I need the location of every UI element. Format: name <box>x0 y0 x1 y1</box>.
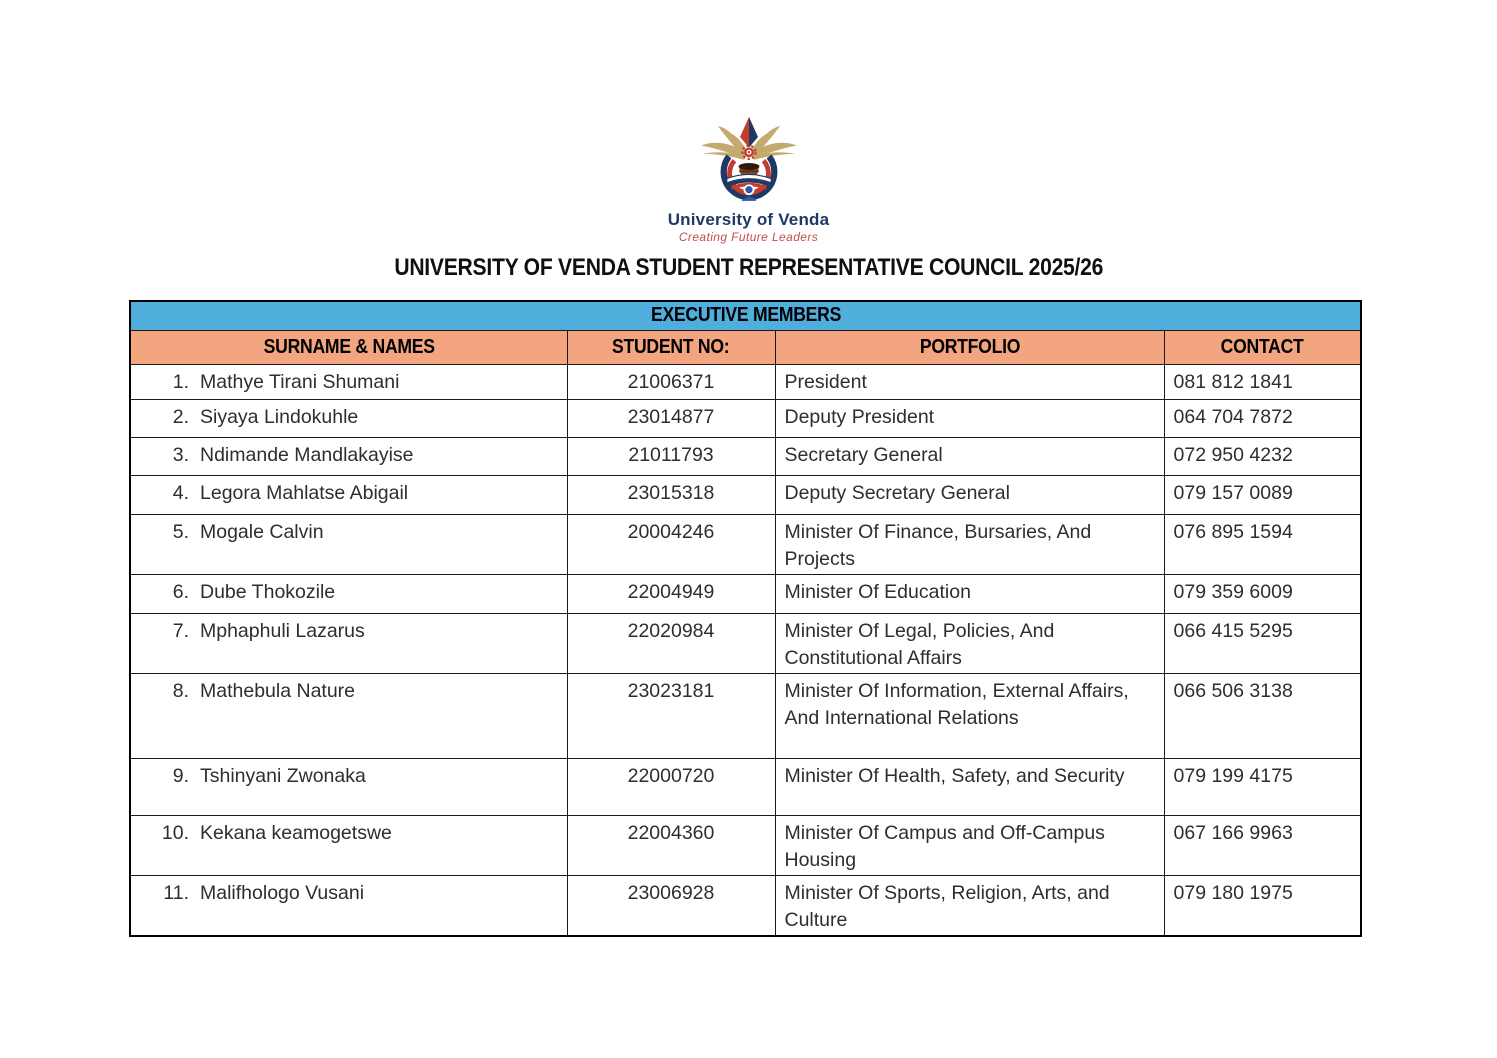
member-name: Dube Thokozile <box>200 580 336 603</box>
cell-contact: 064 704 7872 <box>1163 398 1362 438</box>
member-name: Mphaphuli Lazarus <box>200 619 365 642</box>
executive-members-table: EXECUTIVE MEMBERS SURNAME & NAMES STUDEN… <box>129 300 1363 937</box>
cell-surname-names: 8. Mathebula Nature <box>129 672 568 759</box>
row-number: 11. <box>163 881 189 904</box>
cell-contact: 079 199 4175 <box>1163 757 1362 816</box>
table-row: 11. Malifhologo Vusani 23006928 Minister Of… <box>129 874 1362 936</box>
table-body: 1. Mathye Tirani Shumani 21006371 President… <box>129 363 1362 936</box>
member-name: Ndimande Mandlakayise <box>200 443 414 466</box>
cell-contact: 072 950 4232 <box>1163 436 1362 476</box>
cell-contact: 067 166 9963 <box>1163 814 1362 876</box>
cell-portfolio: Minister Of Finance, Bursaries, And Proj… <box>774 513 1165 575</box>
row-number: 3. <box>172 443 189 466</box>
member-name: Siyaya Lindokuhle <box>200 405 359 428</box>
cell-portfolio: President <box>774 363 1165 400</box>
member-name: Legora Mahlatse Abigail <box>200 481 409 504</box>
table-section-header: EXECUTIVE MEMBERS <box>129 300 1362 331</box>
cell-surname-names: 3. Ndimande Mandlakayise <box>129 436 568 476</box>
col-header-contact: CONTACT <box>1163 329 1362 365</box>
cell-contact: 081 812 1841 <box>1163 363 1362 400</box>
cell-surname-names: 2. Siyaya Lindokuhle <box>129 398 568 438</box>
cell-portfolio: Deputy President <box>774 398 1165 438</box>
member-name: Mogale Calvin <box>200 520 324 543</box>
member-name: Mathye Tirani Shumani <box>200 370 400 393</box>
cell-portfolio: Minister Of Information, External Affair… <box>774 672 1165 759</box>
cell-student-no: 20004246 <box>566 513 776 575</box>
col-header-portfolio: PORTFOLIO <box>774 329 1165 365</box>
page-title: UNIVERSITY OF VENDA STUDENT REPRESENTATI… <box>0 254 1497 282</box>
cell-contact: 079 359 6009 <box>1163 573 1362 614</box>
section-header-row: EXECUTIVE MEMBERS <box>129 300 1362 331</box>
cell-surname-names: 9. Tshinyani Zwonaka <box>129 757 568 816</box>
logo-name: University of Venda <box>667 210 830 229</box>
table-row: 4. Legora Mahlatse Abigail 23015318 Deputy … <box>129 474 1362 515</box>
cell-student-no: 23006928 <box>566 874 776 936</box>
member-name: Malifhologo Vusani <box>200 881 365 904</box>
cell-surname-names: 10. Kekana keamogetswe <box>129 814 568 876</box>
row-number: 7. <box>172 619 189 642</box>
col-header-contact-text: CONTACT <box>1220 335 1304 358</box>
col-header-surname-names: SURNAME & NAMES <box>129 329 568 365</box>
cell-student-no: 23014877 <box>566 398 776 438</box>
cell-portfolio: Minister Of Health, Safety, and Security <box>774 757 1165 816</box>
cell-portfolio: Secretary General <box>774 436 1165 476</box>
table-row: 3. Ndimande Mandlakayise 21011793 Secretary… <box>129 436 1362 476</box>
table-row: 5. Mogale Calvin 20004246 Minister Of Finan… <box>129 513 1362 575</box>
cell-surname-names: 4. Legora Mahlatse Abigail <box>129 474 568 515</box>
col-header-student-no-text: STUDENT NO: <box>612 335 730 358</box>
column-header-row: SURNAME & NAMES STUDENT NO: PORTFOLIO CO… <box>129 329 1362 365</box>
cell-portfolio: Deputy Secretary General <box>774 474 1165 515</box>
cell-contact: 076 895 1594 <box>1163 513 1362 575</box>
cell-contact: 066 415 5295 <box>1163 612 1362 674</box>
row-number: 2. <box>172 405 189 428</box>
table-row: 1. Mathye Tirani Shumani 21006371 President… <box>129 363 1362 400</box>
cell-contact: 079 180 1975 <box>1163 874 1362 936</box>
cell-student-no: 23023181 <box>566 672 776 759</box>
cell-student-no: 23015318 <box>566 474 776 515</box>
cell-portfolio: Minister Of Legal, Policies, And Constit… <box>774 612 1165 674</box>
cell-student-no: 21011793 <box>566 436 776 476</box>
cell-surname-names: 11. Malifhologo Vusani <box>129 874 568 936</box>
table-row: 2. Siyaya Lindokuhle 23014877 Deputy Presid… <box>129 398 1362 438</box>
page-title-text: UNIVERSITY OF VENDA STUDENT REPRESENTATI… <box>394 254 1103 281</box>
table-row: 10. Kekana keamogetswe 22004360 Minister Of… <box>129 814 1362 876</box>
row-number: 4. <box>172 481 189 504</box>
cell-surname-names: 5. Mogale Calvin <box>129 513 568 575</box>
row-number: 8. <box>172 679 189 702</box>
cell-portfolio: Minister Of Campus and Off-Campus Housin… <box>774 814 1165 876</box>
cell-portfolio: Minister Of Sports, Religion, Arts, and … <box>774 874 1165 936</box>
table-row: 7. Mphaphuli Lazarus 22020984 Minister Of L… <box>129 612 1362 674</box>
row-number: 10. <box>161 821 189 844</box>
col-header-student-no: STUDENT NO: <box>566 329 776 365</box>
cell-student-no: 21006371 <box>566 363 776 400</box>
university-emblem-icon <box>700 116 797 201</box>
cell-contact: 079 157 0089 <box>1163 474 1362 515</box>
member-name: Mathebula Nature <box>200 679 356 702</box>
member-name: Kekana keamogetswe <box>200 821 392 844</box>
table-row: 6. Dube Thokozile 22004949 Minister Of Educ… <box>129 573 1362 614</box>
cell-student-no: 22004949 <box>566 573 776 614</box>
col-header-surname-names-text: SURNAME & NAMES <box>263 335 435 358</box>
row-number: 6. <box>172 580 189 603</box>
table-row: 9. Tshinyani Zwonaka 22000720 Minister Of H… <box>129 757 1362 816</box>
cell-surname-names: 6. Dube Thokozile <box>129 573 568 614</box>
cell-contact: 066 506 3138 <box>1163 672 1362 759</box>
cell-portfolio: Minister Of Education <box>774 573 1165 614</box>
university-logo: University of Venda Creating Future Lead… <box>0 116 1497 243</box>
col-header-portfolio-text: PORTFOLIO <box>919 335 1020 358</box>
cell-student-no: 22000720 <box>566 757 776 816</box>
section-header-text: EXECUTIVE MEMBERS <box>650 304 841 327</box>
table-row: 8. Mathebula Nature 23023181 Minister Of In… <box>129 672 1362 759</box>
row-number: 9. <box>172 764 189 787</box>
row-number: 1. <box>172 370 189 393</box>
cell-surname-names: 7. Mphaphuli Lazarus <box>129 612 568 674</box>
logo-tagline: Creating Future Leaders <box>678 230 819 244</box>
row-number: 5. <box>172 520 189 543</box>
cell-student-no: 22020984 <box>566 612 776 674</box>
member-name: Tshinyani Zwonaka <box>200 764 366 787</box>
cell-surname-names: 1. Mathye Tirani Shumani <box>129 363 568 400</box>
cell-student-no: 22004360 <box>566 814 776 876</box>
